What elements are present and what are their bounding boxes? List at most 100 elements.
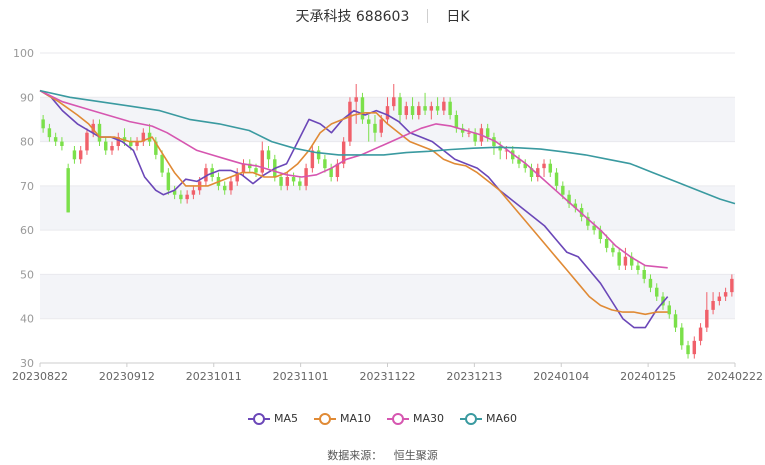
source-value: 恒生聚源 [393, 449, 438, 462]
y-tick-label: 30 [20, 357, 34, 370]
candle-body [78, 150, 83, 160]
candle-body [435, 106, 440, 111]
candle-body [166, 172, 171, 191]
x-tick-label: 20240104 [533, 370, 589, 383]
candle-body [47, 128, 52, 138]
candle-body [567, 194, 571, 204]
candle-body [723, 292, 728, 297]
candle-body [423, 106, 427, 111]
ma10-line [39, 89, 668, 316]
candle-body [204, 168, 208, 182]
candle-body [680, 327, 684, 346]
candle-body [561, 185, 565, 195]
y-tick-label: 50 [20, 268, 34, 281]
candle-body [129, 141, 133, 146]
candle-body [417, 106, 421, 115]
candle-body [97, 123, 102, 142]
candle-body [60, 141, 64, 146]
candle-body [611, 247, 615, 253]
ma5-line [39, 89, 669, 329]
legend-label: MA60 [486, 412, 518, 425]
source-label: 数据来源： [327, 449, 383, 462]
title-divider [427, 9, 429, 23]
candle-body [692, 340, 697, 355]
candle-body [116, 137, 120, 146]
candle-body [467, 132, 471, 134]
candle-body [85, 132, 89, 151]
legend-item-ma30[interactable]: MA30 [387, 412, 444, 425]
x-tick-label: 20240222 [707, 370, 763, 383]
candle-body [711, 301, 715, 310]
candle-body [147, 132, 152, 142]
candle-body [235, 172, 239, 182]
candle-body [548, 163, 553, 173]
candle-body [655, 287, 659, 297]
candle-body [191, 190, 196, 195]
legend-item-ma5[interactable]: MA5 [247, 412, 298, 425]
candle-body [460, 128, 465, 133]
candle-body [310, 150, 315, 169]
candle-body [429, 106, 434, 111]
candle-body [141, 132, 146, 142]
legend-label: MA5 [273, 412, 298, 425]
candle-body [354, 97, 358, 102]
candle-body [41, 119, 45, 129]
candle-body [636, 265, 640, 270]
candle-body [686, 345, 690, 355]
legend-item-ma10[interactable]: MA10 [313, 412, 371, 425]
candle-body [385, 106, 390, 120]
candle-body [517, 159, 521, 164]
candle-body [717, 296, 722, 301]
y-tick-label: 80 [20, 136, 34, 149]
candle-body [53, 137, 58, 142]
data-source: 数据来源： 恒生聚源 [0, 447, 765, 463]
legend-item-ma60[interactable]: MA60 [460, 412, 517, 425]
candle-body [642, 270, 646, 279]
candle-body [529, 168, 534, 177]
candle-body [360, 97, 365, 120]
candle-body [248, 163, 252, 169]
y-tick-label: 70 [20, 180, 34, 193]
y-tick-label: 40 [20, 313, 34, 326]
legend-swatch-icon [460, 412, 483, 425]
ma60-line [39, 89, 736, 205]
candle-body [485, 128, 490, 138]
candle-body [348, 101, 352, 142]
candle-body [617, 252, 621, 266]
candle-body [260, 150, 264, 173]
ma30-line [39, 89, 668, 269]
grid-band [40, 185, 735, 231]
candle-body [542, 163, 546, 169]
y-tick-label: 100 [13, 47, 34, 60]
candle-body [104, 141, 108, 151]
chart-legend: MA5 MA10 MA30 MA60 [0, 412, 765, 425]
candle-body [285, 177, 290, 186]
candle-body [254, 168, 258, 173]
candle-body [554, 172, 559, 186]
candle-body [705, 309, 709, 328]
x-tick-label: 20230912 [99, 370, 155, 383]
candle-body [222, 185, 227, 191]
candle-body [160, 154, 164, 173]
x-tick-label: 20231213 [446, 370, 502, 383]
candle-body [648, 278, 653, 288]
candle-body [598, 230, 603, 239]
x-tick-label: 20231101 [273, 370, 329, 383]
candle-body [72, 150, 77, 160]
candle-body [291, 177, 296, 182]
legend-label: MA30 [413, 412, 445, 425]
y-tick-label: 60 [20, 224, 34, 237]
y-tick-label: 90 [20, 91, 34, 104]
candle-body [448, 101, 452, 115]
chart-title: 天承科技 688603 [295, 9, 410, 25]
candle-body [629, 256, 634, 266]
candle-body [185, 194, 189, 200]
legend-swatch-icon [313, 412, 336, 425]
candle-body [673, 314, 678, 328]
legend-swatch-icon [247, 412, 270, 425]
candle-body [135, 141, 139, 146]
x-tick-label: 20231011 [186, 370, 242, 383]
x-tick-label: 20231122 [360, 370, 416, 383]
candle-body [498, 146, 502, 151]
